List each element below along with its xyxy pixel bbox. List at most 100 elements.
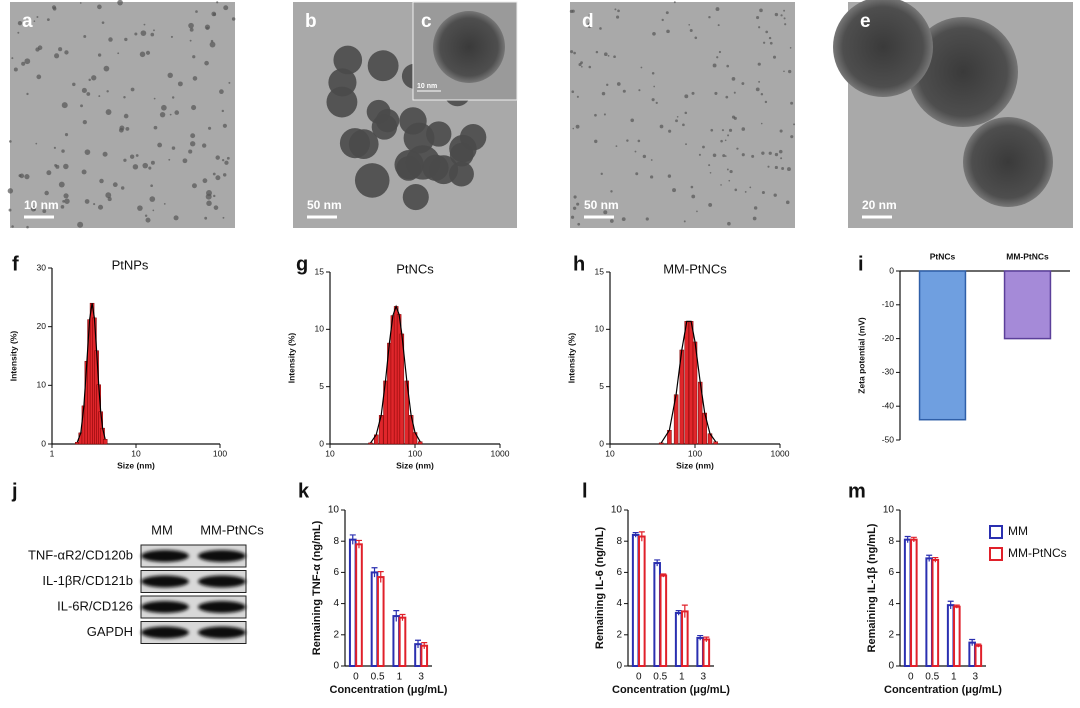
particle: [8, 208, 12, 212]
blot-band: [198, 575, 246, 588]
particle: [35, 142, 38, 145]
particle: [204, 216, 208, 220]
particle: [760, 92, 764, 96]
blot-band: [141, 626, 189, 639]
legend-label: MM: [1008, 524, 1028, 538]
particle: [64, 50, 69, 55]
scale-bar-label: 50 nm: [307, 198, 342, 212]
particle: [191, 104, 197, 111]
particle: [81, 87, 87, 94]
particle: [174, 110, 180, 115]
y-tick-label: 10: [611, 505, 623, 516]
x-tick-label: 1: [951, 672, 957, 683]
particle: [36, 16, 39, 18]
particle: [209, 41, 216, 48]
particle: [149, 196, 156, 202]
fit-curve: [76, 303, 106, 443]
panel-letter: i: [858, 253, 864, 275]
particle: [778, 149, 783, 154]
y-axis-label: Zeta potential (mV): [856, 317, 866, 394]
particle: [576, 202, 580, 206]
particle: [744, 191, 747, 193]
nanocluster: [375, 108, 400, 133]
y-tick-label: 5: [599, 381, 604, 391]
particle: [642, 154, 647, 159]
error-bar: [399, 613, 406, 621]
scale-bar-label: 10 nm: [417, 83, 437, 90]
particle: [571, 9, 575, 13]
bar: [398, 616, 407, 668]
particle: [603, 52, 608, 57]
particle: [212, 172, 216, 176]
y-tick-label: -10: [882, 299, 895, 309]
blot-column: MM: [151, 522, 173, 537]
particle: [665, 11, 669, 15]
particle: [153, 125, 158, 130]
particle: [123, 113, 129, 119]
particle: [30, 206, 36, 212]
x-axis-label: Concentration (μg/mL): [884, 684, 1002, 696]
blot-row-label: GAPDH: [87, 624, 133, 639]
particle: [101, 21, 105, 24]
particle: [790, 101, 794, 105]
particle: [616, 15, 620, 19]
error-bar: [969, 638, 976, 646]
particle: [603, 210, 608, 215]
western-blot: j MM MM-PtNCs TNF-αR2/CD120b IL-1βR/CD121b IL…: [11, 480, 264, 644]
particle: [190, 133, 196, 139]
y-tick-label: 10: [37, 380, 47, 390]
particle: [24, 174, 30, 180]
blot-band: [141, 575, 189, 588]
particle: [675, 119, 678, 123]
error-bar: [975, 643, 982, 648]
histogram-bar: [688, 321, 694, 445]
error-bar: [377, 571, 384, 583]
particle: [683, 220, 686, 223]
particle: [216, 1, 219, 4]
particle: [204, 60, 209, 66]
particle: [689, 28, 693, 32]
particle: [673, 1, 676, 4]
particle: [86, 92, 91, 96]
error-bar: [632, 532, 639, 538]
particle: [123, 158, 127, 162]
particle: [79, 2, 82, 4]
y-axis-label: Intensity (%): [8, 331, 18, 382]
particle: [714, 91, 718, 95]
particle: [780, 14, 783, 17]
particle: [171, 146, 176, 150]
particle: [192, 76, 198, 81]
particle: [64, 198, 70, 204]
particle: [773, 193, 777, 197]
error-bar: [932, 556, 939, 563]
particle: [576, 95, 579, 98]
particle: [221, 158, 225, 162]
x-tick-label: 10: [325, 448, 335, 458]
particle: [223, 5, 229, 11]
particle: [708, 164, 711, 167]
particle: [615, 145, 618, 148]
particle: [222, 216, 225, 219]
particle: [153, 97, 156, 100]
particle: [51, 5, 57, 10]
particle: [142, 162, 149, 169]
particle: [599, 27, 602, 30]
particle: [727, 134, 730, 137]
particle: [577, 222, 581, 226]
particle: [177, 81, 183, 87]
panel-letter: m: [848, 480, 866, 502]
particle: [24, 58, 31, 65]
particle: [768, 36, 772, 40]
particle: [774, 165, 778, 170]
particle: [613, 55, 616, 59]
particle: [607, 54, 610, 57]
particle: [718, 50, 722, 54]
particle: [725, 95, 729, 99]
chart-title: MM-PtNCs: [663, 261, 727, 276]
particle: [734, 188, 738, 192]
y-tick-label: 5: [319, 381, 324, 391]
bar: [681, 610, 689, 668]
y-tick-label: 2: [616, 629, 622, 640]
particle: [645, 217, 649, 221]
particle: [213, 194, 216, 198]
